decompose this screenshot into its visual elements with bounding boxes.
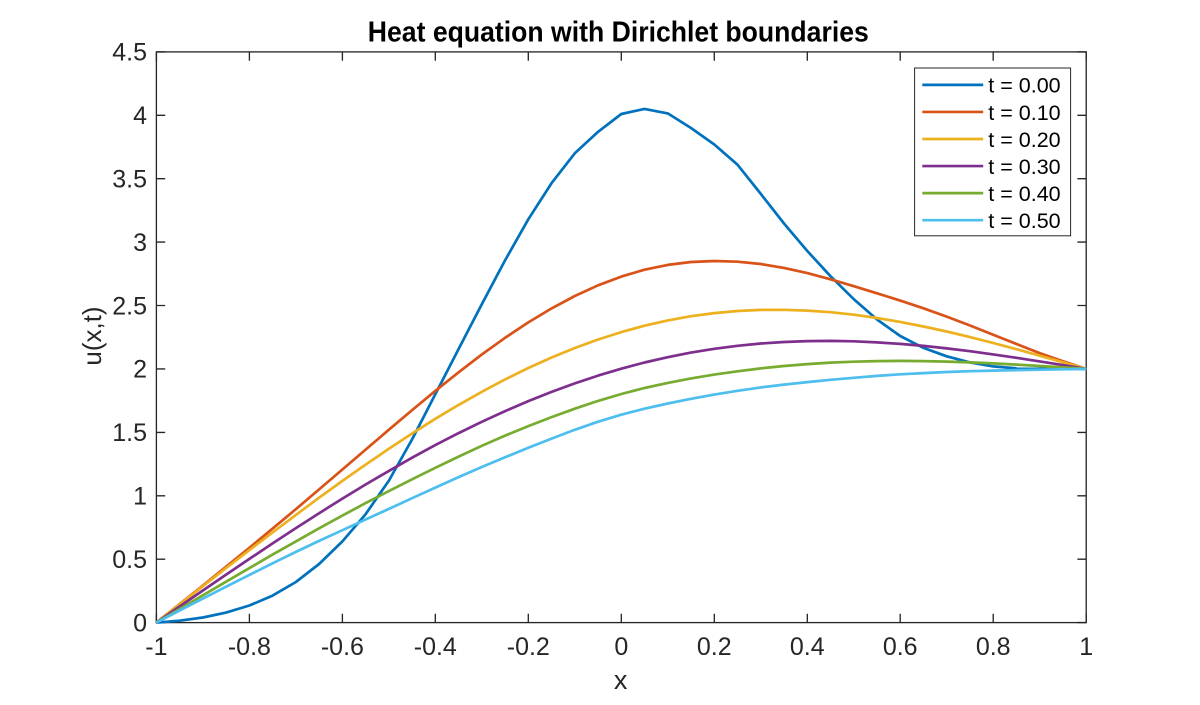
svg-text:1: 1 — [133, 483, 147, 511]
svg-text:0.6: 0.6 — [883, 633, 918, 661]
svg-text:u(x,t): u(x,t) — [77, 306, 107, 365]
svg-text:2.5: 2.5 — [112, 292, 147, 320]
svg-text:t = 0.00: t = 0.00 — [988, 74, 1060, 98]
svg-text:t = 0.30: t = 0.30 — [988, 155, 1060, 179]
svg-text:Heat equation with Dirichlet b: Heat equation with Dirichlet boundaries — [368, 16, 869, 48]
svg-text:3.5: 3.5 — [112, 166, 147, 194]
svg-text:-1: -1 — [145, 633, 167, 661]
svg-text:0: 0 — [133, 609, 147, 637]
svg-text:-0.6: -0.6 — [321, 633, 364, 661]
svg-text:t = 0.10: t = 0.10 — [988, 101, 1060, 125]
svg-text:0.2: 0.2 — [697, 633, 732, 661]
svg-text:-0.4: -0.4 — [414, 633, 457, 661]
svg-text:1: 1 — [1079, 633, 1093, 661]
svg-text:4: 4 — [133, 102, 147, 130]
svg-text:2: 2 — [133, 356, 147, 384]
svg-text:0.8: 0.8 — [976, 633, 1011, 661]
svg-text:-0.2: -0.2 — [507, 633, 550, 661]
svg-text:4.5: 4.5 — [112, 39, 147, 67]
svg-text:t = 0.20: t = 0.20 — [988, 128, 1060, 152]
svg-text:-0.8: -0.8 — [228, 633, 271, 661]
svg-text:0.4: 0.4 — [790, 633, 825, 661]
svg-text:0: 0 — [614, 633, 628, 661]
svg-text:t = 0.50: t = 0.50 — [988, 209, 1060, 233]
svg-text:3: 3 — [133, 229, 147, 257]
svg-text:1.5: 1.5 — [112, 419, 147, 447]
svg-text:0.5: 0.5 — [112, 546, 147, 574]
svg-text:t = 0.40: t = 0.40 — [988, 182, 1060, 206]
svg-text:x: x — [614, 665, 628, 695]
